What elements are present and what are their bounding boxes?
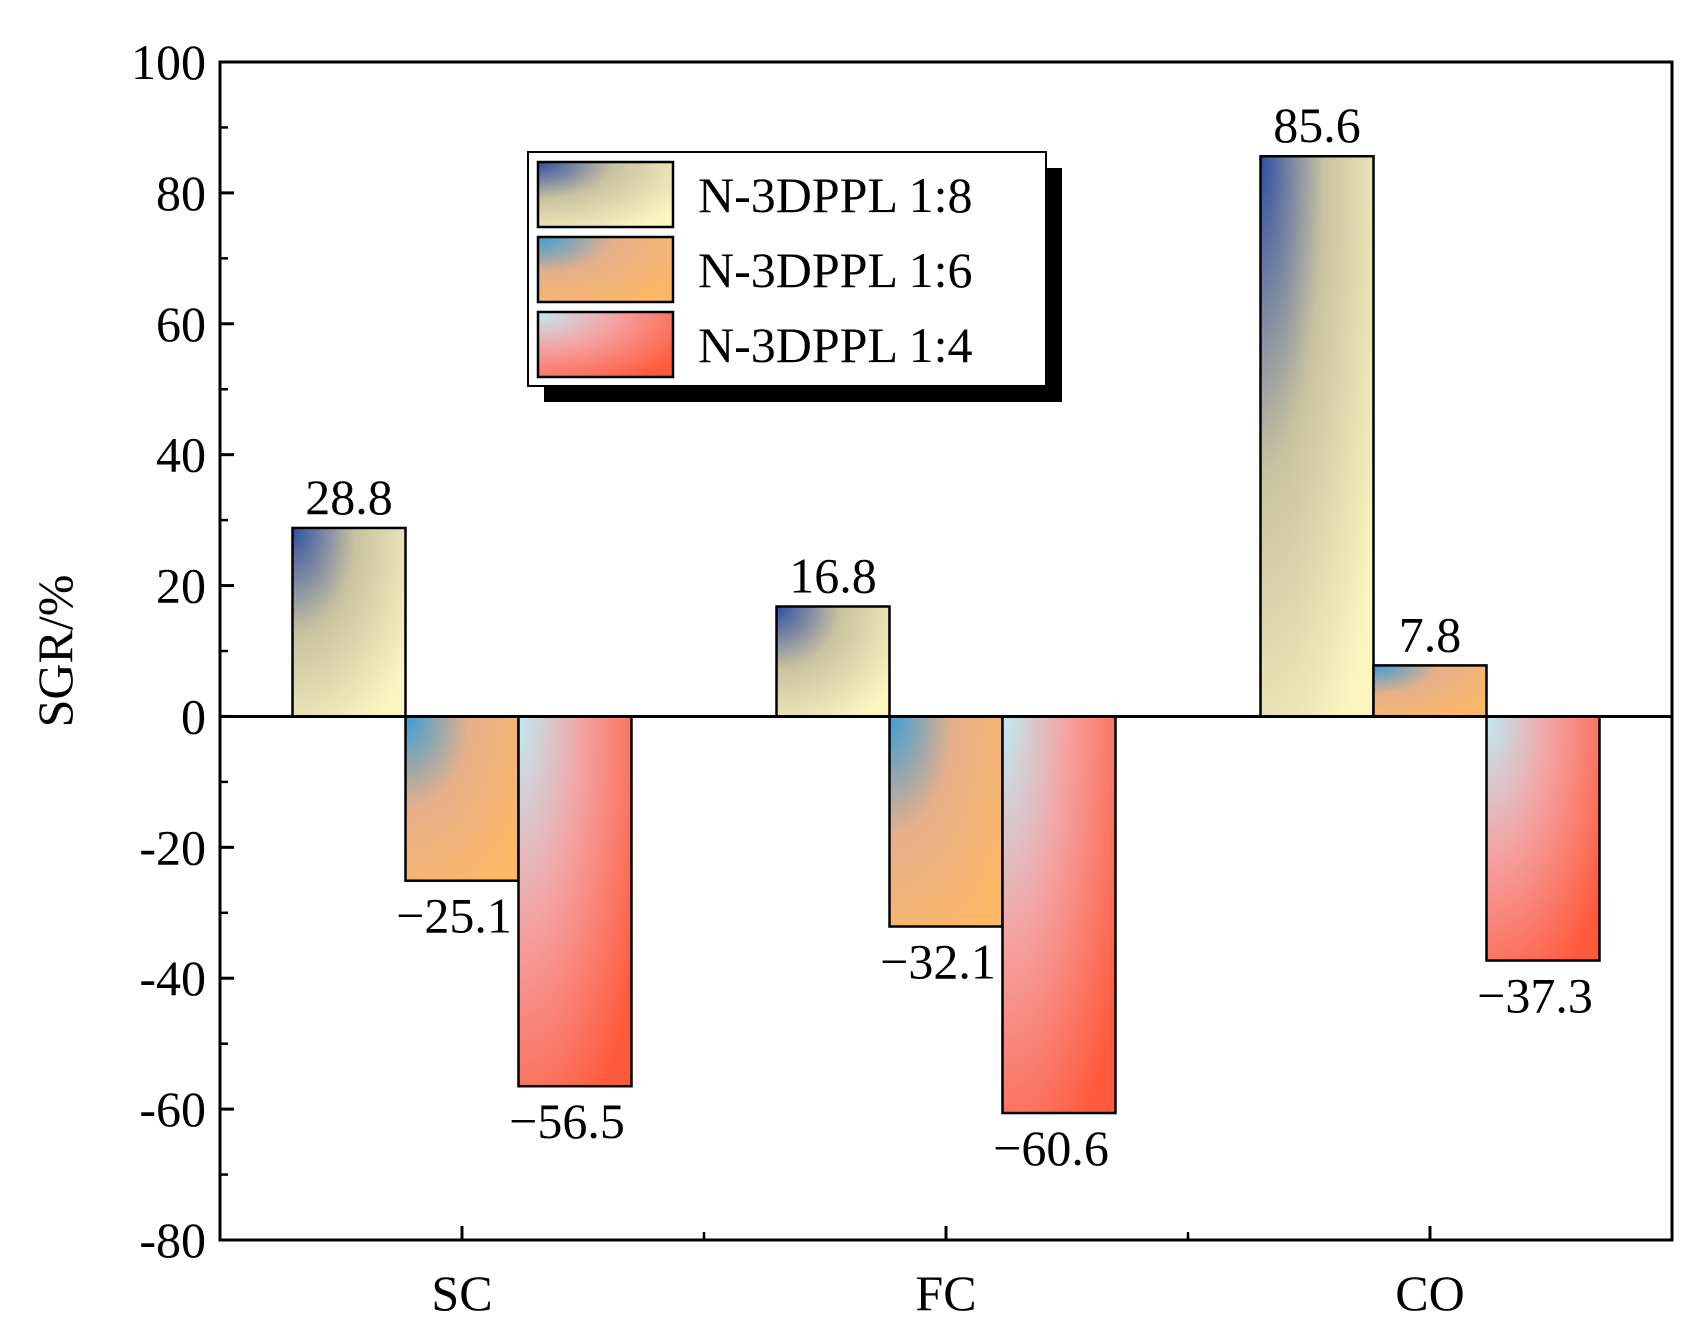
y-tick-label: 60 bbox=[156, 296, 206, 352]
y-tick-label: -20 bbox=[139, 819, 206, 875]
data-label-sc-series-3: −56.5 bbox=[509, 1093, 625, 1149]
bar-fc-series-3 bbox=[1001, 715, 1117, 1115]
data-label-fc-series-3: −60.6 bbox=[993, 1120, 1109, 1176]
bar-fc-series-2 bbox=[888, 715, 1004, 928]
data-labels: 28.8 −25.1 −56.5 16.8 −32.1 −60.6 85.6 7.8 −37.3 bbox=[305, 97, 1593, 1176]
legend-label-series-3: N-3DPPL 1:4 bbox=[698, 317, 973, 373]
bar-sc-series-3 bbox=[517, 715, 633, 1088]
x-tick-label-sc: SC bbox=[431, 1265, 492, 1321]
bar-co-series-2 bbox=[1372, 664, 1488, 718]
legend-swatch-series-3 bbox=[536, 310, 675, 379]
legend-label-series-1: N-3DPPL 1:8 bbox=[698, 167, 973, 223]
y-tick-label: 0 bbox=[181, 688, 206, 744]
data-label-co-series-2: 7.8 bbox=[1399, 606, 1462, 662]
bar-sc-series-1 bbox=[291, 526, 407, 718]
data-label-co-series-3: −37.3 bbox=[1477, 968, 1593, 1024]
y-tick-label: -40 bbox=[139, 950, 206, 1006]
y-tick-label: -80 bbox=[139, 1212, 206, 1268]
bar-fc-series-1 bbox=[775, 605, 891, 718]
y-tick-label: 40 bbox=[156, 427, 206, 483]
data-label-co-series-1: 85.6 bbox=[1273, 97, 1361, 153]
y-tick-label: 20 bbox=[156, 558, 206, 614]
x-tick-label-co: CO bbox=[1395, 1265, 1464, 1321]
legend-swatch-series-2 bbox=[536, 235, 675, 304]
y-tick-label: -60 bbox=[139, 1081, 206, 1137]
bar-sc-series-2 bbox=[404, 715, 520, 882]
bar-co-series-1 bbox=[1259, 154, 1375, 718]
axis-ticks: 100 80 60 40 20 0 -20 -40 -60 -80 SC FC CO bbox=[131, 34, 1465, 1321]
bars-layer bbox=[291, 154, 1601, 1115]
legend-label-series-2: N-3DPPL 1:6 bbox=[698, 242, 973, 298]
data-label-sc-series-1: 28.8 bbox=[305, 469, 393, 525]
legend-swatch-series-1 bbox=[536, 160, 675, 229]
bar-co-series-3 bbox=[1485, 715, 1601, 962]
y-tick-label: 100 bbox=[131, 34, 206, 90]
data-label-sc-series-2: −25.1 bbox=[396, 888, 512, 944]
y-axis-title: SGR/% bbox=[27, 575, 83, 728]
legend: N-3DPPL 1:8 N-3DPPL 1:6 N-3DPPL 1:4 bbox=[527, 151, 1062, 402]
data-label-fc-series-2: −32.1 bbox=[880, 934, 996, 990]
y-tick-label: 80 bbox=[156, 165, 206, 221]
x-tick-label-fc: FC bbox=[915, 1265, 976, 1321]
data-label-fc-series-1: 16.8 bbox=[789, 547, 877, 603]
